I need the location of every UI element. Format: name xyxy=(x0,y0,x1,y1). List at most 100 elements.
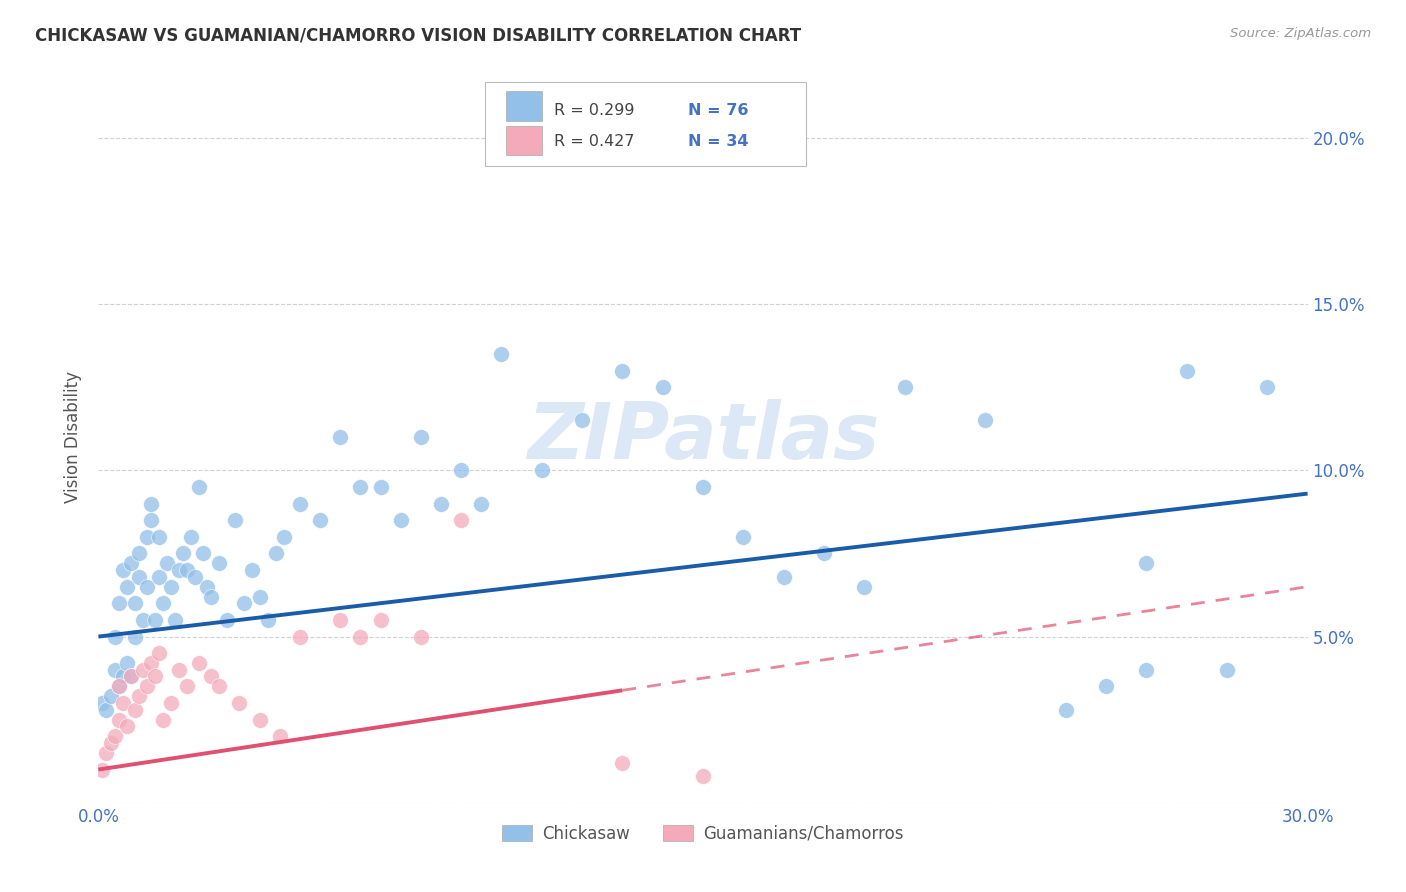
Point xyxy=(143,669,166,683)
Point xyxy=(733,530,755,544)
Point xyxy=(132,613,155,627)
Point xyxy=(115,719,138,733)
Point xyxy=(152,713,174,727)
Bar xyxy=(506,126,543,155)
Point xyxy=(1095,680,1118,694)
Point xyxy=(470,497,492,511)
Point xyxy=(128,546,150,560)
Point xyxy=(91,763,114,777)
Legend: Chickasaw, Guamanians/Chamorros: Chickasaw, Guamanians/Chamorros xyxy=(495,818,911,849)
Point xyxy=(91,696,114,710)
Point xyxy=(269,729,291,743)
Point xyxy=(264,546,287,560)
Point xyxy=(139,513,162,527)
Point xyxy=(139,656,162,670)
Point xyxy=(288,630,311,644)
Point xyxy=(103,663,125,677)
Point xyxy=(107,596,129,610)
Point xyxy=(132,663,155,677)
Point xyxy=(217,613,239,627)
Point xyxy=(974,413,997,427)
Point xyxy=(571,413,593,427)
Point xyxy=(370,480,392,494)
Point xyxy=(228,696,250,710)
Point xyxy=(893,380,915,394)
Point xyxy=(188,656,211,670)
Point xyxy=(430,497,453,511)
Point xyxy=(651,380,673,394)
Point xyxy=(111,669,134,683)
Point xyxy=(139,497,162,511)
Point xyxy=(115,580,138,594)
Point xyxy=(1054,703,1077,717)
Text: N = 34: N = 34 xyxy=(689,134,749,149)
Point xyxy=(240,563,263,577)
Point xyxy=(120,669,142,683)
Point xyxy=(143,613,166,627)
Point xyxy=(1175,363,1198,377)
Point xyxy=(103,729,125,743)
Point xyxy=(349,630,371,644)
Point xyxy=(389,513,412,527)
Point xyxy=(107,713,129,727)
Point xyxy=(612,756,634,770)
Point xyxy=(111,563,134,577)
Text: N = 76: N = 76 xyxy=(689,103,749,118)
Point xyxy=(309,513,332,527)
Point xyxy=(195,580,218,594)
Text: CHICKASAW VS GUAMANIAN/CHAMORRO VISION DISABILITY CORRELATION CHART: CHICKASAW VS GUAMANIAN/CHAMORRO VISION D… xyxy=(35,27,801,45)
Point xyxy=(176,563,198,577)
Point xyxy=(329,430,352,444)
Point xyxy=(370,613,392,627)
Point xyxy=(612,363,634,377)
Point xyxy=(491,347,513,361)
Point xyxy=(163,613,186,627)
Point xyxy=(200,669,222,683)
Point xyxy=(249,713,271,727)
Point xyxy=(450,463,472,477)
Point xyxy=(224,513,246,527)
Y-axis label: Vision Disability: Vision Disability xyxy=(65,371,83,503)
Point xyxy=(156,557,179,571)
Point xyxy=(193,546,215,560)
Text: Source: ZipAtlas.com: Source: ZipAtlas.com xyxy=(1230,27,1371,40)
Point xyxy=(208,557,231,571)
Point xyxy=(172,546,194,560)
Point xyxy=(148,570,170,584)
Point xyxy=(135,530,157,544)
Point xyxy=(120,557,142,571)
Point xyxy=(813,546,835,560)
Point xyxy=(349,480,371,494)
Point xyxy=(135,580,157,594)
Point xyxy=(1216,663,1239,677)
Point xyxy=(188,480,211,494)
Point xyxy=(180,530,202,544)
Point xyxy=(200,590,222,604)
Point xyxy=(124,630,146,644)
Point xyxy=(692,769,714,783)
Point xyxy=(128,690,150,704)
Point xyxy=(273,530,295,544)
Bar xyxy=(506,91,543,120)
Point xyxy=(160,696,183,710)
Point xyxy=(107,680,129,694)
Point xyxy=(232,596,254,610)
Point xyxy=(249,590,271,604)
Text: R = 0.427: R = 0.427 xyxy=(554,134,634,149)
Point xyxy=(96,703,118,717)
Point xyxy=(772,570,794,584)
Point xyxy=(100,736,122,750)
Text: ZIPatlas: ZIPatlas xyxy=(527,399,879,475)
Point xyxy=(692,480,714,494)
Point xyxy=(124,703,146,717)
Point xyxy=(167,663,190,677)
Point xyxy=(135,680,157,694)
Point xyxy=(184,570,207,584)
Point xyxy=(329,613,352,627)
Point xyxy=(124,596,146,610)
Point xyxy=(115,656,138,670)
Text: R = 0.299: R = 0.299 xyxy=(554,103,634,118)
Point xyxy=(288,497,311,511)
Point xyxy=(1135,663,1157,677)
Point xyxy=(128,570,150,584)
